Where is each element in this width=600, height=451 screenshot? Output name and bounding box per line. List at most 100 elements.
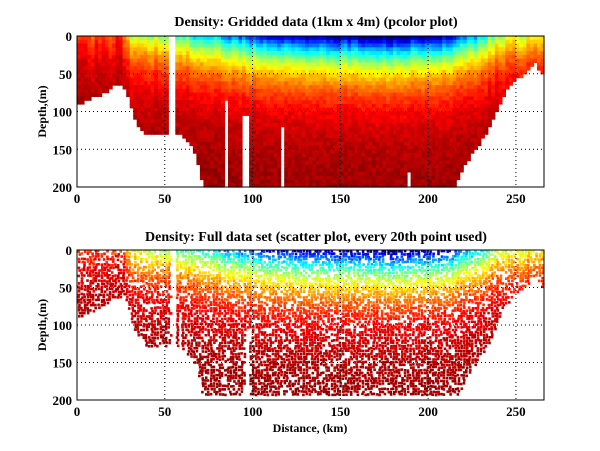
- pcolor-cell: [452, 160, 457, 165]
- pcolor-cell: [449, 85, 454, 90]
- pcolor-cell: [424, 145, 429, 150]
- pcolor-cell: [375, 43, 380, 48]
- pcolor-cell: [501, 54, 506, 60]
- pcolor-cell: [182, 47, 187, 52]
- pcolor-cell: [217, 92, 222, 97]
- pcolor-cell: [192, 141, 197, 147]
- scatter-point: [77, 285, 80, 289]
- pcolor-cell: [326, 183, 331, 188]
- pcolor-cell: [161, 104, 166, 109]
- pcolor-cell: [84, 58, 89, 63]
- pcolor-cell: [368, 107, 373, 113]
- pcolor-cell: [319, 51, 324, 56]
- pcolor-cell: [277, 54, 282, 60]
- scatter-point: [125, 266, 129, 269]
- pcolor-cell: [213, 85, 218, 90]
- scatter-point: [119, 282, 123, 286]
- pcolor-cell: [129, 43, 134, 48]
- scatter-point: [122, 272, 126, 275]
- pcolor-cell: [150, 130, 155, 135]
- scatter-point: [165, 304, 169, 307]
- scatter-point: [168, 280, 171, 283]
- pcolor-cell: [298, 122, 303, 128]
- pcolor-cell: [421, 70, 426, 75]
- scatter-point: [142, 276, 145, 280]
- scatter-point: [162, 298, 165, 302]
- pcolor-cell: [277, 73, 282, 79]
- scatter-point: [92, 290, 96, 293]
- pcolor-cell: [221, 149, 226, 154]
- pcolor-cell: [206, 156, 211, 162]
- scatter-point: [77, 308, 81, 312]
- scatter-point: [102, 271, 106, 275]
- pcolor-cell: [470, 115, 475, 120]
- pcolor-cell: [178, 100, 183, 105]
- pcolor-cell: [161, 111, 166, 116]
- pcolor-cell: [424, 36, 429, 41]
- scatter-point: [153, 301, 156, 305]
- pcolor-cell: [308, 175, 313, 181]
- pcolor-cell: [185, 36, 190, 41]
- pcolor-cell: [210, 39, 215, 45]
- pcolor-cell: [414, 171, 419, 177]
- pcolor-cell: [98, 58, 103, 63]
- pcolor-cell: [259, 175, 264, 181]
- pcolor-cell: [84, 92, 89, 97]
- pcolor-cell: [136, 111, 141, 116]
- pcolor-cell: [185, 58, 190, 63]
- scatter-point: [142, 296, 145, 299]
- pcolor-cell: [133, 104, 138, 109]
- pcolor-cell: [231, 115, 236, 120]
- pcolor-cell: [284, 62, 289, 67]
- pcolor-cell: [266, 171, 271, 177]
- pcolor-cell: [80, 47, 85, 52]
- pcolor-cell: [210, 47, 215, 52]
- pcolor-cell: [80, 73, 85, 79]
- pcolor-cell: [206, 111, 211, 116]
- scatter-point: [114, 288, 118, 291]
- pcolor-cell: [393, 92, 398, 97]
- pcolor-cell: [178, 51, 183, 56]
- pcolor-cell: [477, 70, 482, 75]
- pcolor-cell: [161, 96, 166, 101]
- pcolor-cell: [428, 179, 433, 184]
- pcolor-plot: Density: Gridded data (1km x 4m) (pcolor…: [35, 15, 545, 206]
- pcolor-cell: [185, 100, 190, 105]
- pcolor-cell: [329, 164, 334, 169]
- pcolor-cell: [487, 51, 492, 56]
- pcolor-cell: [343, 160, 348, 165]
- pcolor-cell: [456, 81, 461, 86]
- pcolor-cell: [354, 156, 359, 162]
- scatter-point: [102, 293, 106, 297]
- pcolor-cell: [301, 134, 306, 139]
- pcolor-cell: [424, 149, 429, 154]
- pcolor-cell: [508, 47, 513, 52]
- pcolor-cell: [445, 130, 450, 135]
- pcolor-cell: [400, 36, 405, 41]
- scatter-point: [105, 271, 108, 275]
- pcolor-cell: [428, 122, 433, 128]
- pcolor-cell: [431, 111, 436, 116]
- pcolor-cell: [277, 43, 282, 48]
- pcolor-cell: [386, 47, 391, 52]
- pcolor-cell: [421, 171, 426, 177]
- scatter-point: [175, 336, 179, 339]
- pcolor-cell: [150, 115, 155, 120]
- pcolor-cell: [213, 156, 218, 162]
- pcolor-cell: [112, 66, 117, 71]
- pcolor-cell: [199, 153, 204, 158]
- scatter-point: [142, 336, 146, 340]
- scatter-point: [164, 306, 168, 310]
- scatter-point: [158, 293, 162, 296]
- pcolor-cell: [354, 171, 359, 177]
- pcolor-cell: [213, 36, 218, 41]
- scatter-point: [151, 309, 154, 313]
- pcolor-cell: [449, 96, 454, 101]
- pcolor-cell: [361, 126, 366, 131]
- scatter-point: [137, 331, 140, 334]
- pcolor-cell: [266, 62, 271, 67]
- pcolor-cell: [424, 58, 429, 63]
- pcolor-cell: [210, 126, 215, 131]
- pcolor-cell: [231, 175, 236, 181]
- pcolor-cell: [417, 149, 422, 154]
